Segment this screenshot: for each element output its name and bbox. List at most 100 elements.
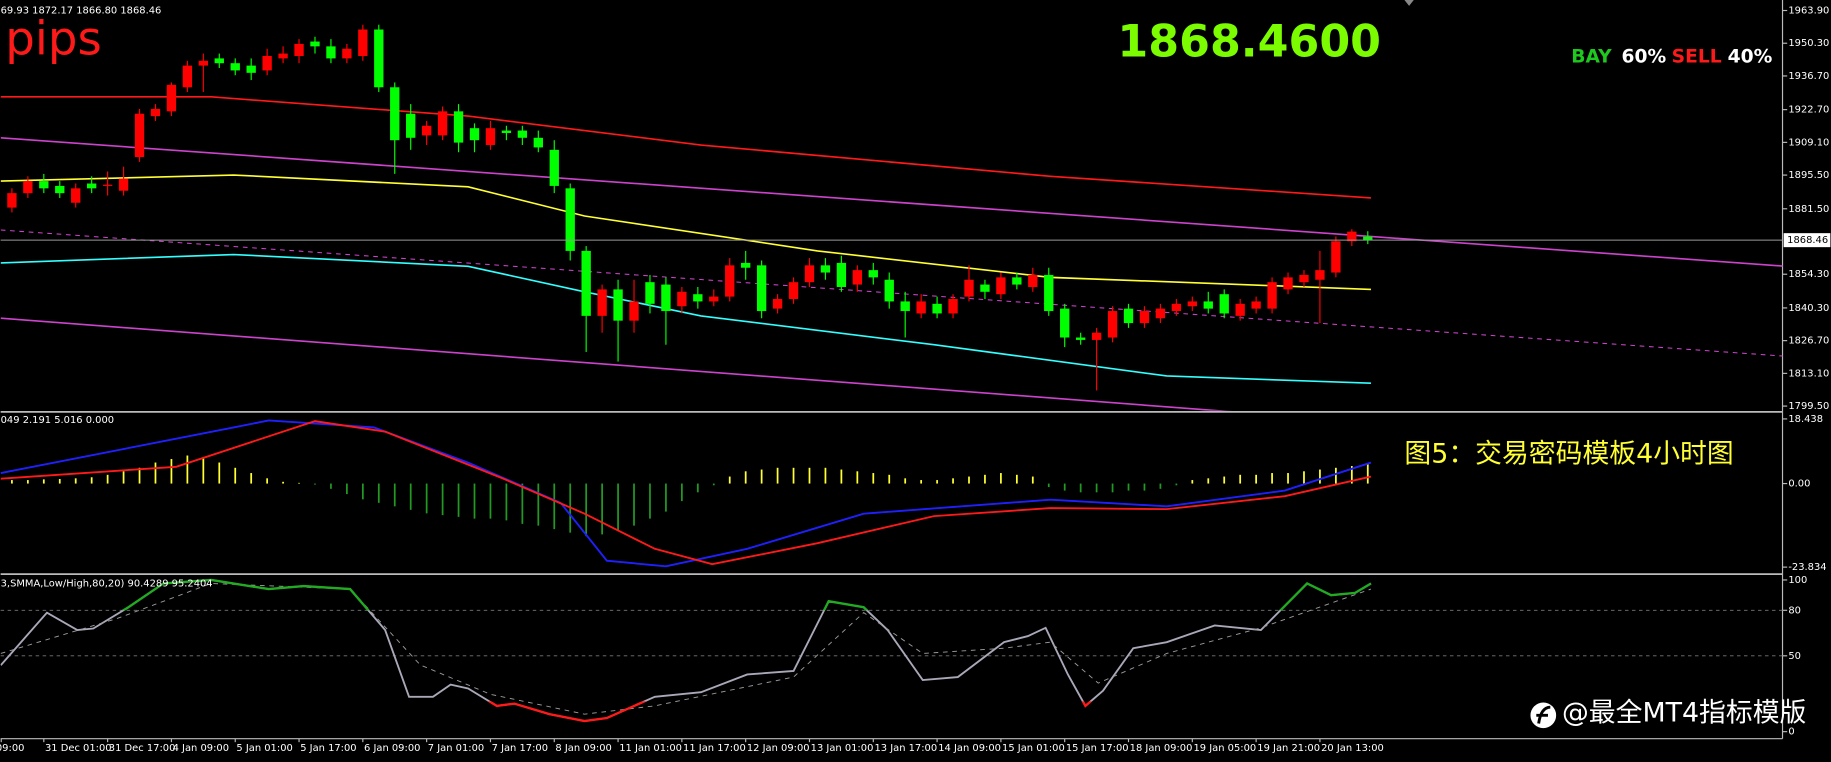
overbought-highlight xyxy=(121,578,1372,611)
x-tick-label: 5 Jan 01:00 xyxy=(236,743,292,754)
candle-body xyxy=(262,55,272,71)
sell-percent: 40% xyxy=(1728,47,1773,68)
candle-body xyxy=(996,277,1006,295)
candle-body xyxy=(1028,274,1038,287)
candle-body xyxy=(613,289,623,321)
x-tick-label: 20 Jan 13:00 xyxy=(1321,743,1384,754)
x-tick-label: 7 Jan 01:00 xyxy=(428,743,484,754)
candle-body xyxy=(485,128,496,146)
macd-title: 049 2.191 5.016 0.000 xyxy=(1,415,114,426)
candle-body xyxy=(134,113,145,158)
x-tick-label: 19 Jan 21:00 xyxy=(1257,743,1320,754)
bay-percent: 60% xyxy=(1621,47,1666,68)
candle-body xyxy=(406,113,416,138)
candle-body xyxy=(884,279,894,302)
candle-body xyxy=(1060,308,1070,338)
candle-body xyxy=(342,48,352,59)
candle-body xyxy=(565,188,575,251)
x-tick-label: 11 Jan 01:00 xyxy=(619,743,682,754)
candle-body xyxy=(964,279,974,297)
x-tick-label: 8 Jan 09:00 xyxy=(555,743,611,754)
watermark-logo-glyph xyxy=(1536,705,1551,724)
candle-body xyxy=(390,87,400,141)
candle-body xyxy=(294,43,304,56)
x-tick-label: 15 Jan 01:00 xyxy=(1002,743,1065,754)
x-tick-label: 31 Dec 01:00 xyxy=(45,743,112,754)
candle-body xyxy=(1251,301,1261,309)
x-tick-label: 6 Jan 09:00 xyxy=(364,743,420,754)
candle-body xyxy=(756,265,767,312)
y-tick-label: 1922.70 xyxy=(1788,105,1829,116)
y-tick-label: 1909.10 xyxy=(1788,137,1829,148)
candle-body xyxy=(820,265,831,273)
x-tick-label: 13 Jan 17:00 xyxy=(874,743,937,754)
candle-body xyxy=(900,301,910,312)
candle-body xyxy=(1267,282,1277,309)
candle-body xyxy=(804,265,815,283)
y-tick-label: 18.438 xyxy=(1788,414,1823,425)
stoch-title: 3,SMMA,Low/High,80,20) 90.4289 95.2404 xyxy=(1,578,213,589)
y-tick-label: -23.834 xyxy=(1788,562,1826,573)
candle-body xyxy=(709,296,719,302)
x-tick-label: 7 Jan 17:00 xyxy=(492,743,548,754)
candle-body xyxy=(645,282,655,304)
candle-body xyxy=(836,262,847,287)
candle-body xyxy=(87,183,97,189)
y-tick-label: 1936.70 xyxy=(1788,71,1829,82)
candle-body xyxy=(182,65,193,88)
pips-label: pips xyxy=(5,13,102,67)
candle-body xyxy=(1347,231,1357,242)
x-tick-label: 19 Jan 05:00 xyxy=(1193,743,1256,754)
candle-body xyxy=(1363,236,1373,241)
y-tick-label: 0 xyxy=(1788,727,1794,738)
candle-body xyxy=(23,181,33,194)
x-tick-label: 15 Jan 17:00 xyxy=(1066,743,1129,754)
y-tick-label: 1895.50 xyxy=(1788,170,1829,181)
candle-body xyxy=(772,299,783,309)
candle-body xyxy=(310,41,320,47)
macd-line xyxy=(0,420,1372,566)
indicator-line xyxy=(0,317,1230,411)
x-tick-label: 12 Jan 09:00 xyxy=(747,743,810,754)
candle-body xyxy=(693,294,703,302)
current-price-label: 1868.46 xyxy=(1787,235,1828,246)
candle-body xyxy=(150,108,161,117)
candle-body xyxy=(1091,332,1102,340)
sell-label: SELL xyxy=(1672,47,1722,68)
candle-body xyxy=(278,53,288,59)
indicator-line xyxy=(0,96,1372,199)
candle-body xyxy=(581,250,591,316)
candle-body xyxy=(39,181,49,189)
candle-body xyxy=(1139,311,1150,324)
candle-body xyxy=(421,125,432,136)
y-tick-label: 1881.50 xyxy=(1788,204,1829,215)
candle-body xyxy=(246,65,256,73)
candle-body xyxy=(725,265,735,297)
candle-body xyxy=(1283,277,1293,290)
x-tick-label: 4 Jan 09:00 xyxy=(173,743,229,754)
candle-body xyxy=(198,60,208,66)
candle-body xyxy=(230,63,240,71)
bay-label: BAY xyxy=(1571,47,1612,68)
candle-body xyxy=(788,282,799,300)
candle-body xyxy=(741,262,751,268)
caption: 图5：交易密码模板4小时图 xyxy=(1404,439,1733,470)
candle-body xyxy=(1123,308,1134,324)
chart-title: 69.93 1872.17 1866.80 1868.46 xyxy=(1,6,162,17)
candle-body xyxy=(549,149,559,186)
candle-body xyxy=(1315,270,1325,280)
candle-body xyxy=(916,301,926,314)
candle-body xyxy=(629,301,639,321)
candle-body xyxy=(71,188,81,203)
candle-body xyxy=(1235,303,1245,316)
indicator-line xyxy=(0,253,1371,385)
candle-body xyxy=(1331,241,1341,273)
candle-body xyxy=(501,130,512,133)
candle-body xyxy=(166,84,177,112)
candle-body xyxy=(932,303,942,314)
candle-body xyxy=(453,111,464,143)
candle-body xyxy=(661,284,671,312)
candle-body xyxy=(102,184,113,186)
